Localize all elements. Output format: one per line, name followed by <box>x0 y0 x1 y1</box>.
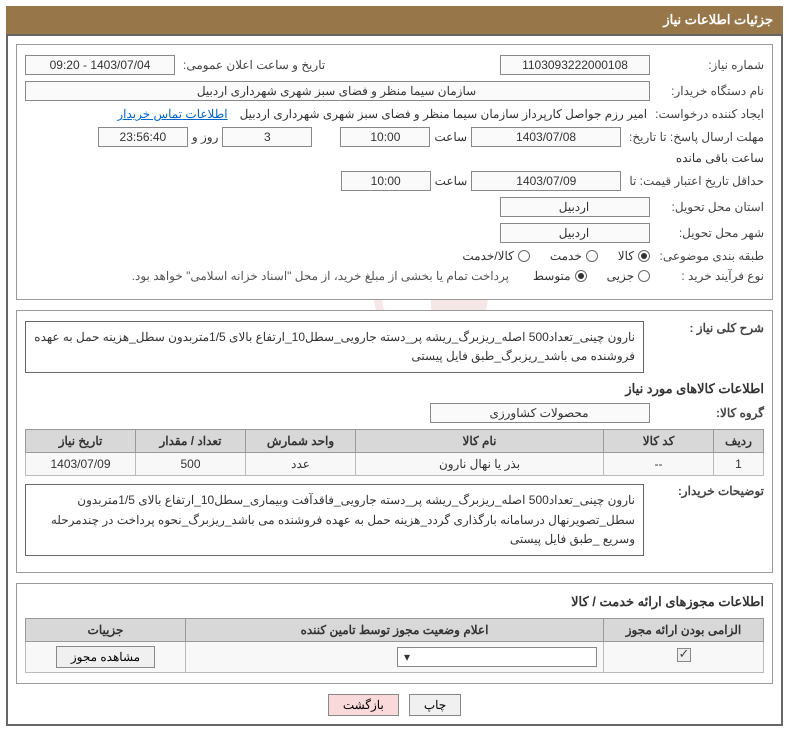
permits-table: الزامی بودن ارائه مجوز اعلام وضعیت مجوز … <box>25 618 764 673</box>
cell-unit: عدد <box>246 453 356 476</box>
announce-value: 1403/07/04 - 09:20 <box>25 55 175 75</box>
process-radio-minor[interactable]: جزیی <box>607 269 650 283</box>
main-frame: IranTender.net شماره نیاز: 1103093222000… <box>6 34 783 726</box>
min-validity-time: 10:00 <box>341 171 431 191</box>
deadline-label: مهلت ارسال پاسخ: تا تاریخ: <box>625 130 764 144</box>
radio-icon <box>575 270 587 282</box>
description-title: شرح کلی نیاز : <box>654 321 764 335</box>
goods-header: اطلاعات کالاهای مورد نیاز <box>25 381 764 397</box>
goods-table: ردیف کد کالا نام کالا واحد شمارش تعداد /… <box>25 429 764 476</box>
min-validity-date: 1403/07/09 <box>471 171 621 191</box>
back-button[interactable]: بازگشت <box>328 694 399 716</box>
category-radio-goods[interactable]: کالا <box>618 249 650 263</box>
process-radio-medium[interactable]: متوسط <box>533 269 587 283</box>
radio-icon <box>638 270 650 282</box>
col-details: جزییات <box>26 618 186 641</box>
goods-group-label: گروه کالا: <box>654 406 764 420</box>
buyer-contact-link[interactable]: اطلاعات تماس خریدار <box>117 107 227 121</box>
announce-label: تاریخ و ساعت اعلان عمومی: <box>179 58 325 72</box>
buyer-notes-text: نارون چینی_تعداد500 اصله_ریزبرگ_ریشه پر_… <box>25 484 644 556</box>
buyer-org-label: نام دستگاه خریدار: <box>654 84 764 98</box>
creator-label: ایجاد کننده درخواست: <box>651 107 764 121</box>
description-text: نارون چینی_تعداد500 اصله_ریزبرگ_ریشه پر_… <box>25 321 644 373</box>
category-radio-both[interactable]: کالا/خدمت <box>462 249 529 263</box>
radio-icon <box>638 250 650 262</box>
cell-mandatory <box>604 641 764 672</box>
deadline-date: 1403/07/08 <box>471 127 621 147</box>
deadline-time: 10:00 <box>340 127 430 147</box>
payment-note: پرداخت تمام یا بخشی از مبلغ خرید، از محل… <box>132 269 509 283</box>
col-row: ردیف <box>714 430 764 453</box>
cell-details: مشاهده مجوز <box>26 641 186 672</box>
col-unit: واحد شمارش <box>246 430 356 453</box>
buyer-notes-label: توضیحات خریدار: <box>654 484 764 498</box>
goods-group-value: محصولات کشاورزی <box>430 403 650 423</box>
cell-status: ▾ <box>186 641 604 672</box>
col-status: اعلام وضعیت مجوز توسط تامین کننده <box>186 618 604 641</box>
min-validity-label: حداقل تاریخ اعتبار قیمت: تا <box>625 174 764 188</box>
days-remaining: 3 <box>222 127 312 147</box>
chevron-down-icon: ▾ <box>404 650 410 664</box>
province-label: استان محل تحویل: <box>654 200 764 214</box>
category-radio-group: کالا خدمت کالا/خدمت <box>462 249 650 263</box>
mandatory-checkbox[interactable] <box>677 648 691 662</box>
days-unit: روز و <box>192 130 219 144</box>
col-code: کد کالا <box>604 430 714 453</box>
view-permit-button[interactable]: مشاهده مجوز <box>56 646 155 668</box>
action-buttons: چاپ بازگشت <box>16 694 773 716</box>
col-name: نام کالا <box>356 430 604 453</box>
cell-row: 1 <box>714 453 764 476</box>
request-number-label: شماره نیاز: <box>654 58 764 72</box>
time-label-1: ساعت <box>434 130 467 144</box>
city-label: شهر محل تحویل: <box>654 226 764 240</box>
col-qty: تعداد / مقدار <box>136 430 246 453</box>
buyer-org-value: سازمان سیما منظر و فضای سبز شهری شهرداری… <box>25 81 650 101</box>
page-header: جزئیات اطلاعات نیاز <box>6 6 783 34</box>
cell-qty: 500 <box>136 453 246 476</box>
time-label-2: ساعت <box>435 174 468 188</box>
goods-section: شرح کلی نیاز : نارون چینی_تعداد500 اصله_… <box>16 310 773 573</box>
creator-value: امیر رزم جواصل کارپرداز سازمان سیما منظر… <box>240 107 648 121</box>
col-date: تاریخ نیاز <box>26 430 136 453</box>
status-select[interactable]: ▾ <box>397 647 597 667</box>
print-button[interactable]: چاپ <box>409 694 461 716</box>
request-number-value: 1103093222000108 <box>500 55 650 75</box>
process-radio-group: جزیی متوسط <box>533 269 650 283</box>
page-title: جزئیات اطلاعات نیاز <box>663 12 773 27</box>
province-value: اردبیل <box>500 197 650 217</box>
cell-date: 1403/07/09 <box>26 453 136 476</box>
col-mandatory: الزامی بودن ارائه مجوز <box>604 618 764 641</box>
countdown-value: 23:56:40 <box>98 127 188 147</box>
cell-code: -- <box>604 453 714 476</box>
cell-name: بذر یا نهال نارون <box>356 453 604 476</box>
process-label: نوع فرآیند خرید : <box>654 269 764 283</box>
remaining-label: ساعت باقی مانده <box>676 151 764 165</box>
radio-icon <box>518 250 530 262</box>
request-info-section: شماره نیاز: 1103093222000108 تاریخ و ساع… <box>16 44 773 300</box>
radio-icon <box>586 250 598 262</box>
permits-section: اطلاعات مجوزهای ارائه خدمت / کالا الزامی… <box>16 583 773 684</box>
category-radio-service[interactable]: خدمت <box>550 249 598 263</box>
permits-header: اطلاعات مجوزهای ارائه خدمت / کالا <box>25 594 764 610</box>
table-row: ▾ مشاهده مجوز <box>26 641 764 672</box>
city-value: اردبیل <box>500 223 650 243</box>
table-row: 1 -- بذر یا نهال نارون عدد 500 1403/07/0… <box>26 453 764 476</box>
category-label: طبقه بندی موضوعی: <box>654 249 764 263</box>
